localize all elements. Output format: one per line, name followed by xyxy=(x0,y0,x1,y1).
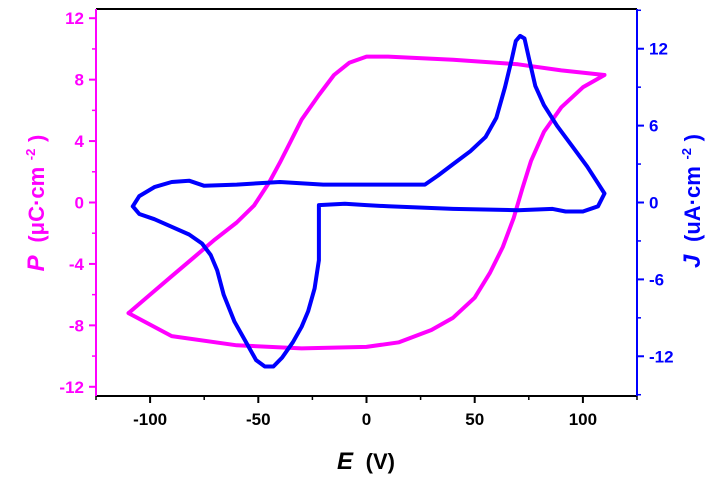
right-tick-label: -12 xyxy=(649,347,674,366)
x-tick-label: -100 xyxy=(133,410,167,429)
x-axis-title: E (V) xyxy=(337,448,395,475)
right-tick-label: 6 xyxy=(649,117,658,136)
axes xyxy=(89,8,644,403)
x-tick-label: -50 xyxy=(246,410,271,429)
tick-labels: -100 -50 0 50 100 -12 -8 -4 0 4 8 12 -12 -6 0 6 12 xyxy=(59,9,673,429)
x-tick-label: 100 xyxy=(569,410,597,429)
left-axis-title: P (μC·cm -2 ) xyxy=(14,135,50,272)
right-axis-title: J (uA·cm -2 ) xyxy=(670,134,706,268)
right-tick-label: 0 xyxy=(649,194,658,213)
left-tick-label: 12 xyxy=(65,9,84,28)
x-tick-label: 50 xyxy=(465,410,484,429)
left-tick-label: -12 xyxy=(59,378,84,397)
left-tick-label: 0 xyxy=(75,194,84,213)
left-tick-label: 8 xyxy=(75,71,84,90)
current-density-curve xyxy=(130,33,607,369)
right-tick-label: 12 xyxy=(649,40,668,59)
x-tick-label: 0 xyxy=(362,410,371,429)
left-tick-label: 4 xyxy=(75,132,85,151)
right-tick-label: -6 xyxy=(649,270,664,289)
left-tick-label: -4 xyxy=(69,255,85,274)
polarization-curve xyxy=(126,54,607,351)
curves xyxy=(126,33,607,369)
left-tick-label: -8 xyxy=(69,316,84,335)
